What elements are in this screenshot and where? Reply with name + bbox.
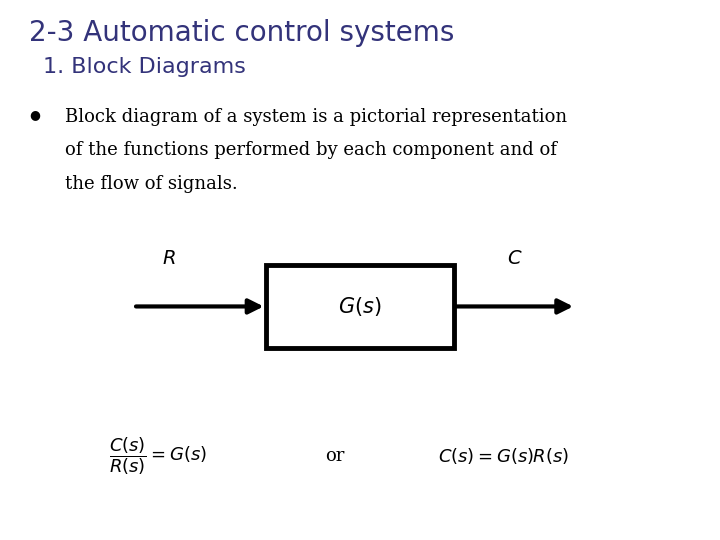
Text: ●: ● bbox=[29, 108, 40, 121]
Text: Block diagram of a system is a pictorial representation: Block diagram of a system is a pictorial… bbox=[65, 108, 567, 126]
Text: $C$: $C$ bbox=[507, 249, 523, 268]
Bar bbox=[266, 265, 454, 348]
Text: 2-3 Automatic control systems: 2-3 Automatic control systems bbox=[29, 19, 454, 47]
Text: $C(s) = G(s)R(s)$: $C(s) = G(s)R(s)$ bbox=[438, 446, 570, 467]
Text: the flow of signals.: the flow of signals. bbox=[65, 175, 238, 193]
Text: $G(s)$: $G(s)$ bbox=[338, 295, 382, 318]
Text: $\dfrac{C(s)}{R(s)} = G(s)$: $\dfrac{C(s)}{R(s)} = G(s)$ bbox=[109, 435, 207, 477]
Text: $R$: $R$ bbox=[162, 249, 176, 268]
Text: of the functions performed by each component and of: of the functions performed by each compo… bbox=[65, 141, 557, 159]
Text: or: or bbox=[325, 447, 344, 465]
Text: 1. Block Diagrams: 1. Block Diagrams bbox=[43, 57, 246, 77]
